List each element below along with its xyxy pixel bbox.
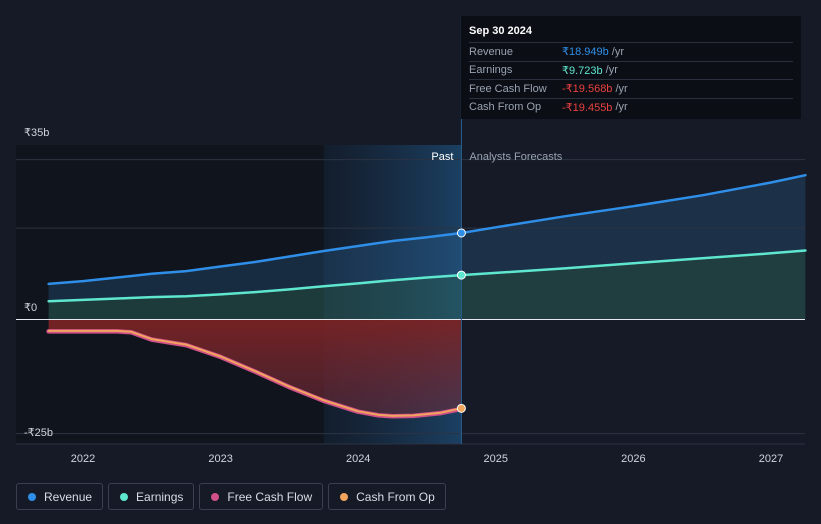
negative-cash-area — [48, 319, 462, 417]
y-tick-label: ₹35b — [24, 127, 49, 139]
tooltip-row-earnings: Earnings ₹9.723b /yr — [469, 60, 793, 80]
x-tick-label: 2027 — [759, 453, 783, 465]
tooltip-date: Sep 30 2024 — [469, 25, 532, 37]
tooltip-unit: /yr — [605, 64, 618, 77]
legend-label: Cash From Op — [356, 489, 435, 504]
earnings-line — [47, 273, 463, 303]
legend-dot-icon — [340, 492, 349, 501]
tooltip-unit: /yr — [611, 45, 624, 58]
legend-item-cash-from-op[interactable]: Cash From Op — [328, 483, 446, 510]
legend-label: Free Cash Flow — [227, 489, 313, 504]
tooltip-row-fcf: Free Cash Flow -₹19.568b /yr — [469, 79, 793, 98]
legend-dot-icon — [211, 492, 220, 501]
earnings-area — [48, 250, 806, 320]
earnings-marker — [456, 270, 466, 280]
x-tick-label: 2025 — [484, 453, 508, 465]
legend-item-earnings[interactable]: Earnings — [108, 483, 195, 510]
past-label: Past — [431, 151, 453, 163]
revenue-line — [47, 231, 463, 286]
tooltip-label: Free Cash Flow — [469, 82, 547, 95]
tooltip-row-cfo: Cash From Op -₹19.455b /yr — [469, 97, 793, 117]
x-tick-label: 2024 — [346, 453, 370, 465]
revenue-marker — [456, 228, 466, 238]
tooltip-value: -₹19.455b — [562, 101, 613, 114]
tooltip-label: Revenue — [469, 45, 514, 58]
tooltip-value: -₹19.568b — [562, 83, 613, 96]
tooltip-label: Earnings — [469, 64, 513, 77]
legend-dot-icon — [120, 492, 129, 501]
legend-label: Revenue — [44, 489, 93, 504]
y-tick-label: ₹0 — [24, 302, 37, 314]
tooltip-value: ₹9.723b — [562, 64, 603, 77]
tooltip-unit: /yr — [615, 82, 628, 95]
tooltip-row-revenue: Revenue ₹18.949b /yr — [469, 42, 793, 61]
tooltip-unit: /yr — [615, 101, 628, 114]
revenue-line-forecast — [460, 173, 807, 235]
x-tick-label: 2023 — [208, 453, 232, 465]
legend-item-free-cash-flow[interactable]: Free Cash Flow — [199, 483, 324, 510]
forecast-label: Analysts Forecasts — [469, 151, 562, 163]
x-tick-label: 2022 — [71, 453, 95, 465]
cfo-marker — [456, 403, 466, 413]
tooltip-label: Cash From Op — [469, 101, 542, 114]
x-tick-label: 2026 — [621, 453, 645, 465]
cfo-line — [47, 329, 463, 417]
legend-dot-icon — [28, 492, 36, 501]
y-tick-label: -₹25b — [24, 427, 53, 439]
legend: Revenue Earnings Free Cash Flow Cash Fro… — [16, 483, 446, 510]
tooltip-panel: Sep 30 2024 Revenue ₹18.949b /yr Earning… — [461, 16, 801, 119]
earnings-line-forecast — [460, 249, 807, 277]
legend-item-revenue[interactable]: Revenue — [16, 483, 104, 510]
legend-label: Earnings — [136, 489, 184, 504]
tooltip-value: ₹18.949b — [562, 46, 609, 59]
